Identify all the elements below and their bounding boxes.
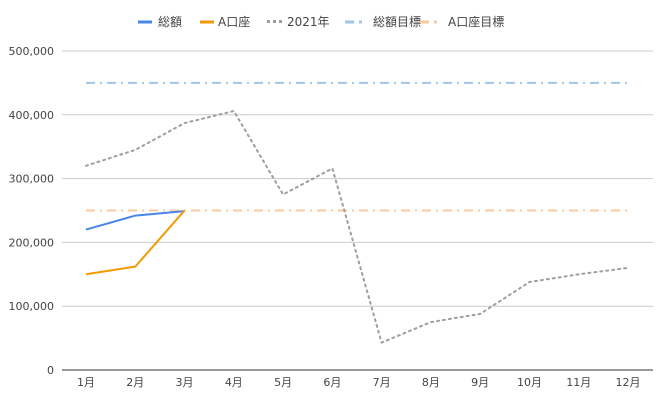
y-tick-label: 500,000 <box>9 45 55 58</box>
y-tick-label: 300,000 <box>9 173 55 186</box>
y-tick-label: 0 <box>47 364 54 377</box>
x-axis-tick-labels: 1月 2月 3月 4月 5月 6月 7月 8月 9月 10月 11月 12月 <box>77 376 641 389</box>
legend: 総額 A口座 2021年 総額目標 A口座目標 <box>138 14 504 29</box>
legend-swatch <box>267 20 270 23</box>
x-tick-label: 3月 <box>176 376 194 389</box>
y-tick-label: 100,000 <box>9 300 55 313</box>
legend-label: A口座 <box>218 14 250 29</box>
legend-item: A口座 <box>200 14 250 29</box>
y-axis-tick-labels: 0 100,000 200,000 300,000 400,000 500,000 <box>9 45 55 377</box>
legend-label: 総額 <box>158 15 182 29</box>
x-tick-label: 1月 <box>77 376 95 389</box>
x-tick-label: 9月 <box>471 376 489 389</box>
x-tick-label: 6月 <box>323 376 341 389</box>
x-tick-label: 8月 <box>422 376 440 389</box>
x-tick-label: 12月 <box>616 376 641 389</box>
legend-swatch <box>273 20 276 23</box>
series-line-0 <box>85 210 185 231</box>
gridlines <box>62 50 653 371</box>
legend-item: 総額 <box>138 15 182 29</box>
x-tick-label: 4月 <box>225 376 243 389</box>
series-line-2 <box>85 110 629 344</box>
legend-item: 2021年 <box>267 15 330 29</box>
x-tick-label: 10月 <box>517 376 542 389</box>
legend-label: A口座目標 <box>448 14 504 29</box>
legend-swatch <box>279 20 282 23</box>
legend-label: 総額目標 <box>373 15 421 29</box>
series-lines <box>85 81 629 344</box>
x-tick-label: 11月 <box>566 376 591 389</box>
legend-item: A口座目標 <box>420 14 504 29</box>
series-line-1 <box>85 209 186 276</box>
x-tick-label: 5月 <box>274 376 292 389</box>
x-tick-label: 7月 <box>373 376 391 389</box>
x-tick-label: 2月 <box>126 376 144 389</box>
legend-label: 2021年 <box>287 15 330 29</box>
y-tick-label: 400,000 <box>9 109 55 122</box>
y-tick-label: 200,000 <box>9 236 55 249</box>
legend-item: 総額目標 <box>345 15 421 29</box>
